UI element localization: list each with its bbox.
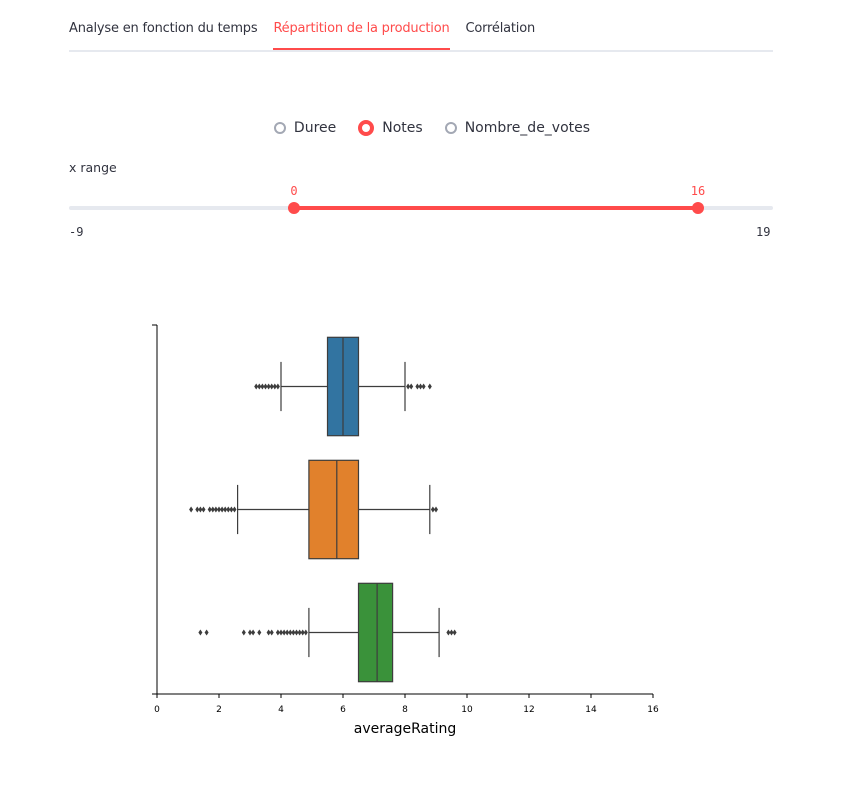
outlier-point: [282, 629, 287, 636]
outlier-point: [248, 629, 252, 636]
outlier-point: [275, 383, 280, 390]
x-tick-label: 6: [340, 705, 346, 715]
radio-unchecked-icon: [273, 122, 286, 134]
outlier-point: [198, 506, 203, 513]
outlier-point: [266, 629, 271, 636]
outlier-point: [201, 506, 206, 513]
outlier-point: [263, 383, 268, 390]
slider-selected-range: [294, 206, 698, 210]
tab-correlation[interactable]: Corrélation: [465, 21, 536, 36]
outlier-point: [406, 383, 411, 390]
outlier-point: [241, 629, 246, 636]
outlier-point: [430, 506, 435, 513]
chart-boxes: [189, 336, 457, 683]
radio-nombre-de-votes[interactable]: Nombre_de_votes: [444, 118, 591, 138]
x-tick-label: 16: [647, 705, 659, 715]
x-tick-label: 2: [216, 705, 222, 715]
outlier-point: [207, 506, 212, 513]
x-axis-label: averageRating: [354, 721, 456, 737]
outlier-point: [213, 506, 218, 513]
outlier-point: [446, 629, 451, 636]
tab-bar: Analyse en fonction du temps Répartition…: [69, 14, 773, 52]
x-tick-label: 10: [461, 705, 473, 715]
outlier-point: [300, 629, 305, 636]
outlier-point: [449, 629, 454, 636]
outlier-point: [421, 383, 426, 390]
slider-min-label: -9: [69, 225, 84, 239]
slider-low-value: 0: [290, 184, 298, 198]
outlier-point: [217, 506, 221, 513]
box-series-3: [198, 582, 457, 683]
outlier-point: [251, 629, 256, 636]
outlier-point: [297, 629, 302, 636]
box-series-1: [254, 336, 432, 437]
outlier-point: [260, 383, 265, 390]
outlier-point: [294, 629, 299, 636]
chart-axes: 0 2 4 6 8 10 12 14 16: [152, 324, 659, 715]
radio-duree[interactable]: Duree: [273, 118, 337, 138]
iqr-box: [357, 582, 394, 683]
slider-label: x range: [69, 160, 117, 175]
outlier-point: [291, 629, 296, 636]
radio-notes[interactable]: Notes: [358, 118, 423, 138]
outlier-point: [452, 629, 457, 636]
x-tick-label: 8: [402, 705, 408, 715]
variable-radio-group: Duree Notes Nombre_de_votes: [0, 118, 864, 138]
outlier-point: [415, 383, 420, 390]
outlier-point: [198, 629, 203, 636]
outlier-point: [288, 629, 293, 636]
outlier-point: [223, 506, 228, 513]
boxplot-chart: 0 2 4 6 8 10 12 14 16 averageRating: [152, 324, 659, 737]
tab-repartition-production[interactable]: Répartition de la production: [273, 14, 450, 50]
slider-low-handle[interactable]: [288, 202, 300, 214]
outlier-point: [427, 383, 432, 390]
radio-label: Notes: [382, 120, 423, 136]
outlier-point: [285, 629, 290, 636]
outlier-point: [279, 629, 283, 636]
outlier-point: [189, 506, 194, 513]
outlier-point: [409, 383, 414, 390]
outlier-point: [257, 383, 262, 390]
x-tick-label: 0: [154, 705, 160, 715]
slider-high-value: 16: [690, 184, 706, 198]
outlier-point: [210, 506, 215, 513]
tab-analyse-temps[interactable]: Analyse en fonction du temps: [69, 21, 258, 36]
slider-high-handle[interactable]: [692, 202, 704, 214]
iqr-box: [308, 459, 360, 560]
box-series-2: [189, 459, 438, 560]
outlier-point: [226, 506, 231, 513]
outlier-point: [220, 506, 225, 513]
x-tick-label: 4: [278, 705, 284, 715]
outlier-point: [272, 383, 277, 390]
x-tick-label: 14: [585, 705, 597, 715]
outlier-point: [195, 506, 200, 513]
radio-label: Duree: [293, 120, 337, 136]
outlier-point: [269, 629, 274, 636]
outlier-point: [266, 383, 271, 390]
outlier-point: [434, 506, 438, 513]
outlier-point: [204, 629, 209, 636]
outlier-point: [303, 629, 308, 636]
radio-label: Nombre_de_votes: [464, 120, 591, 136]
radio-checked-icon: [358, 120, 375, 136]
outlier-point: [229, 506, 234, 513]
outlier-point: [232, 506, 237, 513]
slider-max-label: 19: [756, 225, 771, 239]
outlier-point: [257, 629, 262, 636]
outlier-point: [418, 383, 423, 390]
outlier-point: [254, 383, 259, 390]
radio-unchecked-icon: [444, 122, 457, 134]
x-tick-label: 12: [523, 705, 534, 715]
outlier-point: [269, 383, 274, 390]
outlier-point: [275, 629, 280, 636]
